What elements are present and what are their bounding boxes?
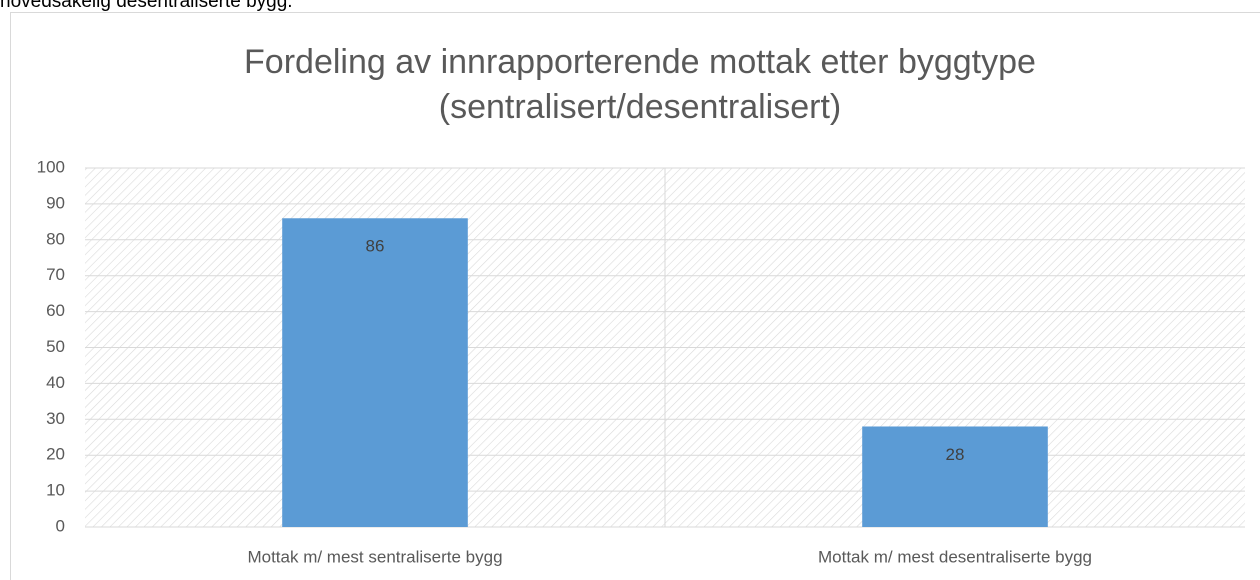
y-tick-label: 100 <box>37 157 65 176</box>
y-tick-label: 10 <box>46 481 65 500</box>
y-tick-label: 20 <box>46 445 65 464</box>
y-tick-label: 30 <box>46 409 65 428</box>
bar <box>862 426 1048 527</box>
y-tick-label: 60 <box>46 301 65 320</box>
y-tick-label: 80 <box>46 229 65 248</box>
x-tick-label: Mottak m/ mest sentraliserte bygg <box>247 547 502 566</box>
y-tick-label: 40 <box>46 373 65 392</box>
y-tick-label: 90 <box>46 193 65 212</box>
y-tick-label: 50 <box>46 337 65 356</box>
x-tick-label: Mottak m/ mest desentraliserte bygg <box>818 547 1092 566</box>
data-label: 86 <box>366 237 385 256</box>
chart-title: (sentralisert/desentralisert) <box>439 88 841 126</box>
bar <box>282 218 468 527</box>
chart-title: Fordeling av innrapporterende mottak ett… <box>244 43 1036 81</box>
data-label: 28 <box>946 445 965 464</box>
document-text: hovedsakelig desentraliserte bygg. <box>0 0 293 12</box>
y-tick-label: 0 <box>56 516 65 535</box>
chart-frame <box>10 12 1260 580</box>
y-tick-label: 70 <box>46 265 65 284</box>
